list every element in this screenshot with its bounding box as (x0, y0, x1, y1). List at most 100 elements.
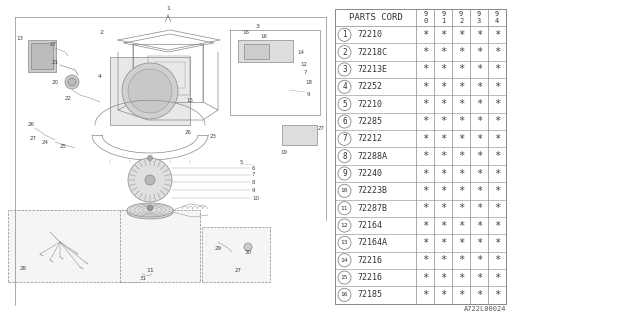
Text: 4: 4 (342, 82, 347, 91)
Text: *: * (440, 151, 446, 161)
Text: *: * (440, 64, 446, 75)
Text: 2: 2 (342, 48, 347, 57)
Text: 12: 12 (340, 223, 348, 228)
Text: 9: 9 (307, 92, 310, 98)
Text: 14: 14 (340, 258, 348, 263)
Text: 1: 1 (441, 18, 445, 24)
Text: 22: 22 (65, 95, 72, 100)
Text: 8: 8 (342, 152, 347, 161)
Text: 30: 30 (245, 250, 252, 254)
Text: *: * (494, 151, 500, 161)
Text: *: * (458, 290, 465, 300)
Text: *: * (458, 203, 465, 213)
Text: *: * (440, 255, 446, 265)
Text: *: * (476, 30, 483, 40)
Text: 9: 9 (459, 11, 463, 17)
Text: *: * (476, 99, 483, 109)
Text: *: * (440, 134, 446, 144)
Text: *: * (422, 203, 428, 213)
Text: *: * (440, 82, 446, 92)
Text: *: * (440, 220, 446, 230)
FancyBboxPatch shape (8, 210, 138, 282)
Text: 25: 25 (60, 145, 67, 149)
Text: *: * (494, 169, 500, 179)
Text: *: * (494, 255, 500, 265)
Text: *: * (476, 203, 483, 213)
Text: *: * (422, 186, 428, 196)
Text: *: * (422, 134, 428, 144)
Text: *: * (494, 116, 500, 126)
Text: 23: 23 (210, 134, 217, 140)
Text: 11: 11 (340, 206, 348, 211)
Circle shape (338, 236, 351, 249)
FancyBboxPatch shape (28, 40, 56, 72)
Text: *: * (476, 64, 483, 75)
Text: *: * (476, 290, 483, 300)
Circle shape (338, 150, 351, 163)
Text: *: * (494, 186, 500, 196)
Text: *: * (422, 116, 428, 126)
Circle shape (338, 98, 351, 111)
Text: *: * (458, 82, 465, 92)
Text: 72223B: 72223B (358, 186, 387, 195)
Text: 15: 15 (186, 98, 193, 102)
Text: 13: 13 (340, 240, 348, 245)
Text: 9: 9 (252, 188, 255, 193)
Text: *: * (458, 134, 465, 144)
Text: 9: 9 (495, 11, 499, 17)
Text: *: * (422, 30, 428, 40)
Text: *: * (494, 99, 500, 109)
Text: *: * (476, 134, 483, 144)
Text: 7: 7 (342, 134, 347, 143)
Text: *: * (458, 238, 465, 248)
Text: *: * (494, 238, 500, 248)
Text: 1: 1 (342, 30, 347, 39)
Circle shape (338, 132, 351, 145)
Text: *: * (422, 169, 428, 179)
Text: 27: 27 (235, 268, 242, 273)
Text: 72210: 72210 (358, 100, 383, 109)
Text: *: * (476, 47, 483, 57)
Text: A722L00024: A722L00024 (463, 306, 506, 312)
Text: *: * (440, 30, 446, 40)
Text: 72164: 72164 (358, 221, 383, 230)
Circle shape (128, 158, 172, 202)
Text: 24: 24 (42, 140, 49, 146)
Text: *: * (458, 99, 465, 109)
Text: *: * (440, 99, 446, 109)
Text: *: * (458, 30, 465, 40)
Circle shape (338, 45, 351, 59)
Text: 72252: 72252 (358, 82, 383, 91)
Text: 27: 27 (50, 43, 57, 47)
Text: 27: 27 (30, 135, 37, 140)
Circle shape (122, 63, 178, 119)
Text: 12: 12 (300, 62, 307, 68)
Circle shape (147, 205, 153, 211)
Text: 2: 2 (459, 18, 463, 24)
Text: *: * (494, 82, 500, 92)
Text: *: * (422, 238, 428, 248)
Ellipse shape (127, 205, 173, 219)
Text: 72212: 72212 (358, 134, 383, 143)
FancyBboxPatch shape (335, 9, 506, 304)
Text: *: * (458, 64, 465, 75)
Text: 5: 5 (240, 159, 243, 164)
Text: 1: 1 (166, 5, 170, 11)
Text: 72213E: 72213E (358, 65, 387, 74)
Text: 72287B: 72287B (358, 204, 387, 213)
Text: 6: 6 (252, 165, 255, 171)
Text: *: * (440, 116, 446, 126)
Circle shape (338, 63, 351, 76)
Text: *: * (494, 134, 500, 144)
Text: *: * (440, 203, 446, 213)
Text: 4: 4 (98, 75, 102, 79)
Text: *: * (476, 186, 483, 196)
Text: *: * (476, 238, 483, 248)
Text: *: * (494, 47, 500, 57)
Text: *: * (440, 290, 446, 300)
Text: 26: 26 (28, 123, 35, 127)
Circle shape (128, 69, 172, 113)
Text: *: * (458, 169, 465, 179)
Text: *: * (458, 220, 465, 230)
Text: *: * (440, 169, 446, 179)
